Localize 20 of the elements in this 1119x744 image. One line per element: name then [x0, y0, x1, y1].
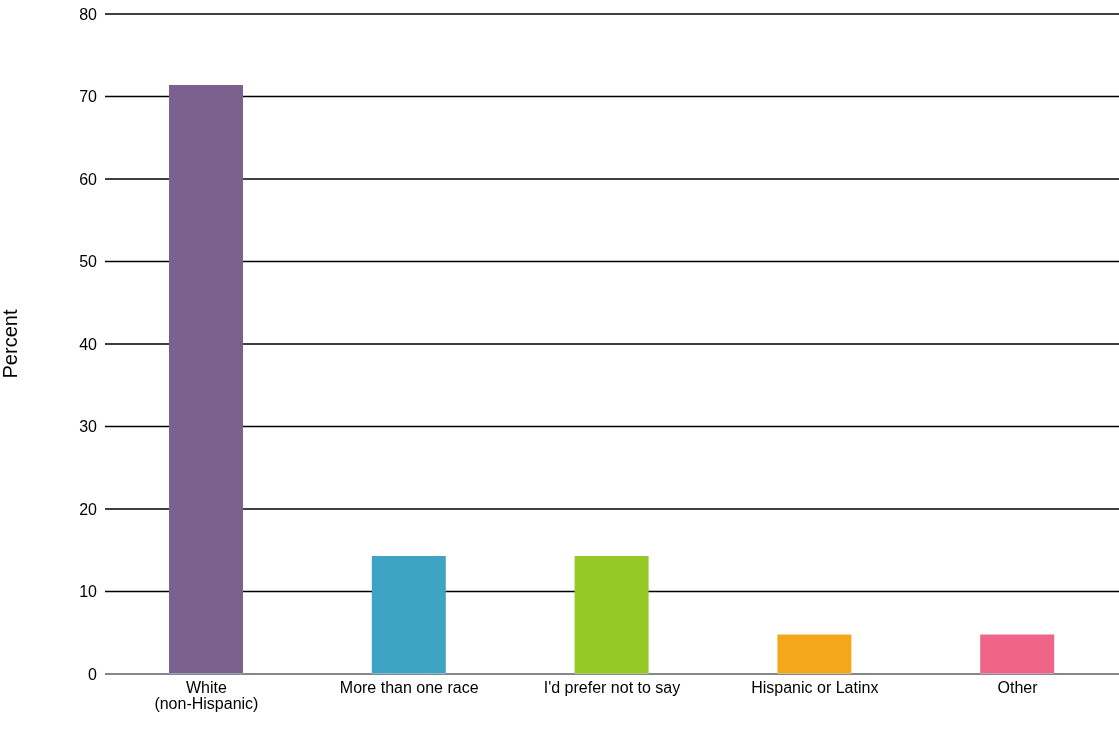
x-tick-label: White (non-Hispanic): [154, 679, 259, 713]
bar: [777, 634, 852, 674]
bar: [980, 634, 1055, 674]
x-tick-label: Hispanic or Latinx: [751, 679, 879, 697]
bar: [574, 556, 649, 674]
y-tick-label: 60: [79, 170, 98, 188]
y-tick-label: 30: [79, 418, 98, 436]
y-tick-label: 70: [79, 88, 98, 106]
x-tick-label: I'd prefer not to say: [543, 679, 681, 697]
x-tick-label: Other: [997, 679, 1039, 697]
y-tick-label: 40: [79, 335, 98, 353]
y-axis-title: Percent: [0, 309, 22, 379]
y-tick-label: 50: [79, 253, 98, 271]
y-tick-label: 80: [79, 5, 98, 23]
bar: [371, 556, 446, 674]
y-tick-label: 0: [88, 665, 98, 683]
y-tick-label: 20: [79, 500, 98, 518]
y-tick-label: 10: [79, 583, 98, 601]
x-tick-label: More than one race: [339, 679, 479, 697]
bar: [169, 84, 243, 674]
